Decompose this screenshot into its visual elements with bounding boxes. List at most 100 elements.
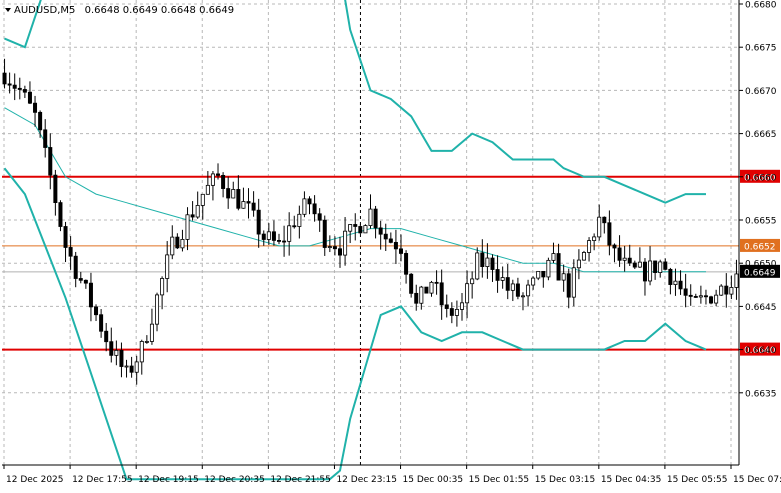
level-price-label: 0.6660 bbox=[744, 173, 776, 183]
candle-body bbox=[12, 84, 17, 89]
candle-body bbox=[409, 273, 414, 294]
candle-body bbox=[38, 111, 43, 131]
candle-body bbox=[282, 240, 287, 243]
candle-body bbox=[383, 233, 388, 240]
candle-body bbox=[439, 282, 444, 306]
y-axis-tick-label: 0.6680 bbox=[745, 1, 777, 11]
candle-body bbox=[536, 270, 541, 279]
candle-body bbox=[734, 273, 739, 288]
candle-body bbox=[470, 278, 475, 285]
candle-body bbox=[373, 208, 378, 229]
candle-body bbox=[668, 268, 673, 285]
level-price-tag-resistance bbox=[740, 169, 780, 183]
candle-body bbox=[327, 246, 332, 248]
candle-body bbox=[124, 365, 129, 368]
candle-body bbox=[637, 261, 642, 268]
candle-body bbox=[388, 238, 393, 243]
x-axis-tick-label: 15 Dec 05:55 bbox=[667, 475, 728, 485]
candle-body bbox=[581, 252, 586, 261]
candle-body bbox=[622, 257, 627, 261]
candle-body bbox=[688, 294, 693, 297]
candle-body bbox=[22, 89, 27, 93]
candle-body bbox=[632, 262, 637, 268]
candle-body bbox=[693, 296, 698, 298]
candle-body bbox=[658, 261, 663, 273]
candle-body bbox=[444, 304, 449, 309]
candle-body bbox=[155, 294, 160, 325]
candle-body bbox=[149, 323, 154, 342]
y-axis-tick-label: 0.6675 bbox=[745, 44, 777, 54]
candle-body bbox=[556, 253, 561, 281]
y-axis-tick-label: 0.6650 bbox=[745, 260, 777, 270]
candle-body bbox=[43, 129, 48, 148]
candle-body bbox=[195, 205, 200, 218]
candle-body bbox=[465, 283, 470, 304]
candle-body bbox=[58, 202, 63, 227]
candle-body bbox=[368, 208, 373, 226]
candle-body bbox=[134, 361, 139, 373]
candles-layer bbox=[2, 58, 739, 385]
candle-body bbox=[424, 286, 429, 294]
candle-body bbox=[221, 174, 226, 189]
candle-body bbox=[27, 91, 32, 104]
candle-body bbox=[338, 248, 343, 256]
bollinger-upper-band bbox=[4, 0, 706, 204]
candle-body bbox=[398, 248, 403, 254]
candle-body bbox=[236, 189, 241, 209]
candle-body bbox=[673, 280, 678, 285]
candle-body bbox=[348, 224, 353, 232]
candle-body bbox=[292, 225, 297, 228]
candle-body bbox=[709, 296, 714, 304]
candle-body bbox=[200, 193, 205, 206]
candle-body bbox=[312, 203, 317, 215]
candle-body bbox=[617, 247, 622, 261]
candle-body bbox=[332, 246, 337, 250]
candle-body bbox=[99, 314, 104, 332]
candle-body bbox=[627, 257, 632, 264]
candle-body bbox=[226, 188, 231, 199]
candle-body bbox=[114, 349, 119, 356]
candle-body bbox=[205, 184, 210, 195]
dropdown-triangle-icon[interactable] bbox=[5, 8, 11, 12]
candle-body bbox=[602, 216, 607, 224]
candle-body bbox=[302, 198, 307, 215]
candle-body bbox=[683, 288, 688, 296]
x-axis-tick-label: 12 Dec 21:55 bbox=[270, 475, 331, 485]
candle-body bbox=[256, 209, 261, 235]
candle-body bbox=[454, 308, 459, 316]
candle-body bbox=[475, 252, 480, 280]
x-axis-tick-label: 15 Dec 00:35 bbox=[403, 475, 464, 485]
level-price-label: 0.6640 bbox=[744, 346, 776, 356]
current-price-label: 0.6649 bbox=[744, 268, 776, 278]
candle-body bbox=[480, 252, 485, 267]
x-axis-tick-label: 12 Dec 23:15 bbox=[336, 475, 397, 485]
candle-body bbox=[231, 189, 236, 199]
candle-body bbox=[358, 226, 363, 234]
candle-body bbox=[73, 255, 78, 279]
candle-body bbox=[7, 83, 12, 86]
candle-body bbox=[165, 254, 170, 279]
candle-body bbox=[698, 295, 703, 298]
candle-body bbox=[277, 240, 282, 242]
candle-body bbox=[449, 308, 454, 316]
candle-body bbox=[648, 260, 653, 282]
candle-body bbox=[414, 292, 419, 304]
candle-body bbox=[393, 241, 398, 250]
candle-body bbox=[576, 259, 581, 269]
candle-body bbox=[180, 239, 185, 249]
x-axis-tick-label: 15 Dec 07:15 bbox=[733, 475, 781, 485]
candle-body bbox=[2, 72, 7, 85]
ohlc-values: 0.6648 0.6649 0.6648 0.6649 bbox=[85, 5, 235, 16]
candle-body bbox=[53, 174, 58, 203]
symbol-label: AUDUSD,M5 bbox=[14, 5, 75, 16]
candle-body bbox=[653, 260, 658, 273]
candle-body bbox=[144, 341, 149, 343]
candle-body bbox=[119, 349, 124, 367]
x-axis-tick-label: 12 Dec 2025 bbox=[6, 475, 64, 485]
current-price-tag bbox=[740, 264, 780, 278]
svg-text:AUDUSD,M5 0.6648 0.664: AUDUSD,M5 0.6648 0.6649 0.6648 0.6649 bbox=[14, 5, 234, 16]
candle-body bbox=[48, 147, 53, 176]
